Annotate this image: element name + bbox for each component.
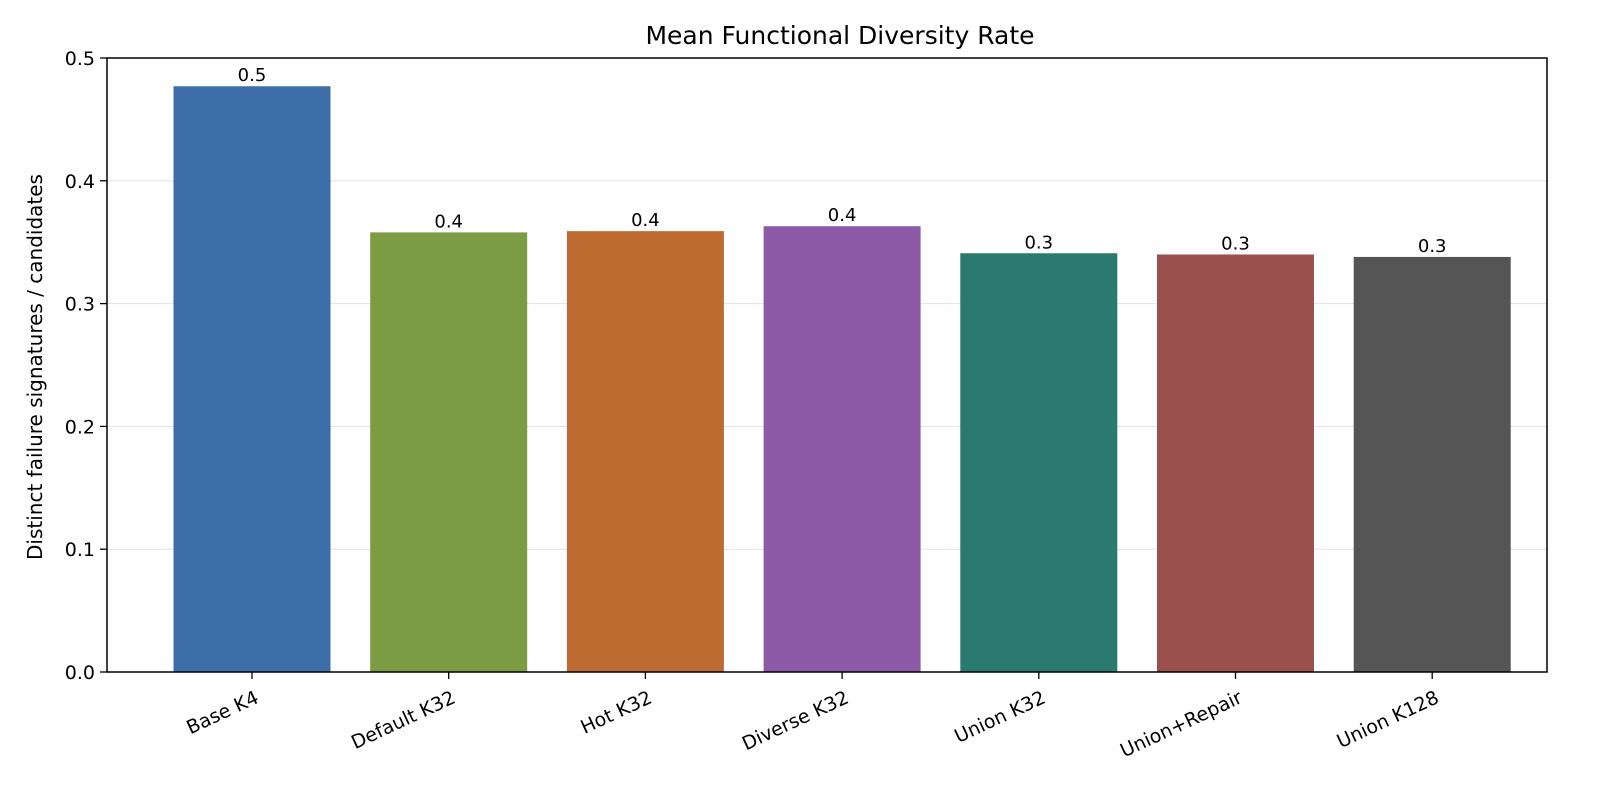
x-tick-label: Default K32 (348, 687, 459, 754)
data-label: 0.4 (631, 210, 660, 231)
x-tick-label: Union K32 (951, 687, 1049, 748)
data-label: 0.4 (828, 205, 857, 226)
y-tick-label: 0.4 (65, 171, 95, 193)
data-label: 0.3 (1418, 236, 1447, 257)
data-labels: 0.5 0.4 0.4 0.4 0.3 0.3 0.3 (238, 65, 1447, 257)
x-tick-label: Union+Repair (1117, 687, 1246, 763)
chart-title: Mean Functional Diversity Rate (645, 21, 1034, 50)
y-tick-label: 0.3 (65, 294, 95, 316)
data-label: 0.3 (1024, 232, 1053, 253)
bar (566, 231, 724, 672)
x-tick-label: Diverse K32 (739, 687, 852, 756)
data-label: 0.3 (1221, 233, 1250, 254)
bars (173, 86, 1511, 673)
plot-area-frame (106, 57, 1548, 673)
data-label: 0.4 (434, 211, 463, 232)
x-tick-label: Base K4 (183, 687, 262, 739)
x-tick-label: Hot K32 (577, 687, 655, 739)
y-tick-label: 0.5 (65, 48, 95, 70)
data-label: 0.5 (238, 65, 267, 86)
y-tick-label: 0.2 (65, 416, 95, 438)
bar (173, 86, 331, 672)
bar (763, 226, 921, 672)
bar (960, 253, 1118, 672)
bar (370, 232, 528, 672)
y-tick-label: 0.0 (65, 662, 95, 684)
bar (1353, 256, 1511, 672)
y-axis-label: Distinct failure signatures / candidates (23, 174, 47, 560)
x-tick-label: Union K128 (1334, 687, 1443, 753)
y-tick-label: 0.1 (65, 539, 95, 561)
bar (1157, 254, 1314, 673)
